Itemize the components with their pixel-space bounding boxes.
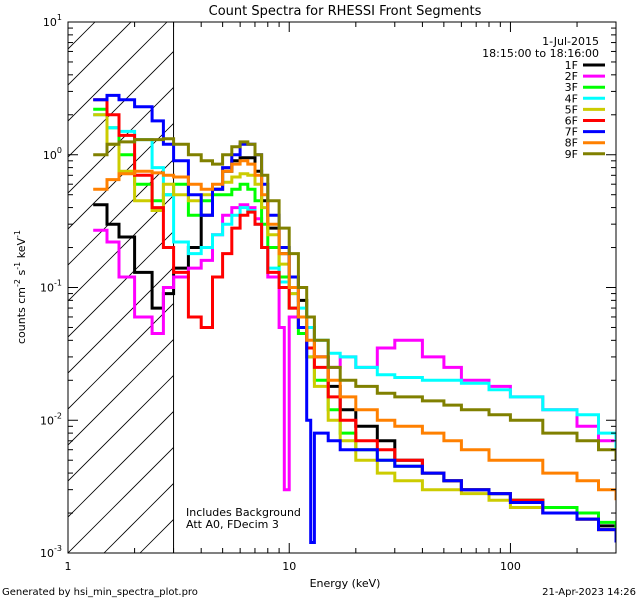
y-label-exp: -1 bbox=[13, 262, 22, 270]
footer-timestamp: 21-Apr-2023 14:26 bbox=[542, 587, 636, 598]
hatch-line bbox=[68, 446, 174, 553]
y-axis-label: counts cm-2 s-1 keV-1 bbox=[13, 230, 28, 344]
series-3f bbox=[93, 107, 616, 538]
annotation-background: Includes Background bbox=[186, 506, 301, 519]
hatch-line bbox=[68, 230, 174, 338]
hatch-line bbox=[320, 22, 640, 553]
y-label-part: s bbox=[15, 269, 28, 278]
series-4f bbox=[93, 113, 616, 450]
series-7f bbox=[93, 93, 616, 544]
axes: 1 10 100 101 100 10-1 10-2 10-3 bbox=[40, 13, 617, 573]
hatch-line bbox=[68, 86, 174, 194]
y-label-part: counts cm bbox=[15, 287, 28, 344]
legend-label-7f: 7F bbox=[565, 126, 578, 139]
x-axis-label: Energy (keV) bbox=[310, 577, 381, 590]
y-label-exp: -1 bbox=[13, 230, 22, 238]
x-tick-label: 10 bbox=[282, 560, 296, 573]
hatch-line bbox=[356, 22, 640, 553]
hatch-line bbox=[68, 22, 168, 122]
plot-frame bbox=[67, 21, 617, 554]
series-8f bbox=[93, 159, 616, 501]
hatch-line bbox=[68, 266, 174, 374]
legend-label-9f: 9F bbox=[565, 148, 578, 161]
y-label-exp: -2 bbox=[13, 279, 22, 287]
series-5f bbox=[93, 113, 616, 543]
y-tick-label: 101 bbox=[43, 13, 62, 29]
legend-time-range: 18:15:00 to 18:16:00 bbox=[482, 47, 599, 60]
y-tick-label: 10-3 bbox=[40, 544, 62, 560]
legend-label-4f: 4F bbox=[565, 92, 578, 105]
y-tick-label: 10-1 bbox=[40, 279, 62, 295]
hatch-line bbox=[284, 22, 640, 553]
series-6f bbox=[93, 98, 616, 543]
y-tick-label: 100 bbox=[43, 146, 62, 162]
legend-label-2f: 2F bbox=[565, 70, 578, 83]
legend-label-6f: 6F bbox=[565, 115, 578, 128]
legend-label-8f: 8F bbox=[565, 137, 578, 150]
y-tick-label: 10-2 bbox=[40, 411, 62, 427]
legend-label-1f: 1F bbox=[565, 59, 578, 72]
x-tick-label: 100 bbox=[500, 560, 521, 573]
legend-label-5f: 5F bbox=[565, 103, 578, 116]
legend: 1-Jul-2015 18:15:00 to 18:16:00 1F2F3F4F… bbox=[482, 35, 605, 161]
series-9f bbox=[93, 137, 616, 461]
annotation-attenuator: Att A0, FDecim 3 bbox=[186, 518, 279, 531]
series-1f bbox=[93, 156, 616, 543]
chart-title: Count Spectra for RHESSI Front Segments bbox=[209, 4, 482, 19]
series-layer bbox=[93, 93, 616, 544]
footer-generated-by: Generated by hsi_min_spectra_plot.pro bbox=[2, 587, 198, 598]
hatch-line bbox=[68, 50, 174, 158]
x-tick-label: 1 bbox=[65, 560, 72, 573]
hatch-line bbox=[68, 410, 174, 518]
legend-label-3f: 3F bbox=[565, 81, 578, 94]
hatch-line bbox=[68, 374, 174, 482]
y-label-part: keV bbox=[15, 238, 28, 262]
hatch-line bbox=[68, 194, 174, 302]
legend-date: 1-Jul-2015 bbox=[542, 35, 599, 48]
